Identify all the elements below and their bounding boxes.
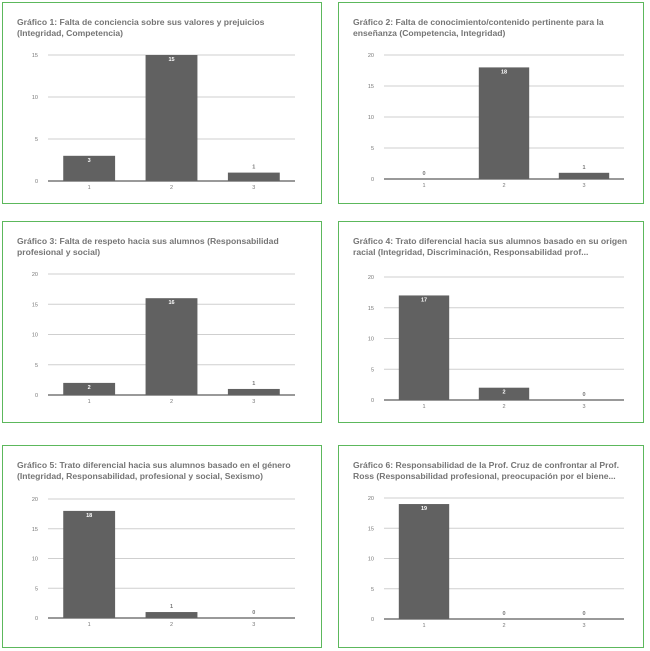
y-tick-label: 20 [368, 275, 374, 281]
y-tick-label: 5 [35, 363, 38, 369]
chart-panel-6: Gráfico 6: Responsabilidad de la Prof. C… [338, 445, 644, 648]
bar [478, 67, 530, 179]
bar [145, 55, 198, 181]
y-tick-label: 0 [35, 179, 38, 185]
x-tick-label: 3 [252, 399, 255, 405]
data-label: 17 [421, 297, 427, 303]
bar [63, 155, 116, 181]
chart-panel-4: Gráfico 4: Trato diferencial hacia sus a… [338, 221, 644, 423]
y-tick-label: 5 [35, 586, 38, 592]
y-tick-label: 20 [32, 497, 38, 503]
y-tick-label: 10 [32, 557, 38, 563]
x-tick-label: 3 [582, 404, 585, 410]
bar [63, 382, 116, 395]
chart-panel-1: Gráfico 1: Falta de conciencia sobre sus… [2, 2, 322, 204]
x-tick-label: 1 [422, 404, 425, 410]
y-tick-label: 0 [371, 617, 374, 623]
chart-panel-2: Gráfico 2: Falta de conocimiento/conteni… [338, 2, 644, 204]
data-label: 16 [168, 300, 174, 306]
data-label: 1 [252, 381, 255, 387]
x-tick-label: 2 [170, 399, 173, 405]
data-label: 0 [582, 611, 585, 617]
x-tick-label: 2 [502, 404, 505, 410]
x-tick-label: 2 [170, 622, 173, 628]
data-label: 0 [422, 171, 425, 177]
x-tick-label: 2 [170, 185, 173, 191]
data-label: 18 [86, 513, 92, 519]
chart-title: Gráfico 1: Falta de conciencia sobre sus… [17, 17, 265, 38]
bar [558, 172, 610, 179]
y-tick-label: 10 [32, 333, 38, 339]
data-label: 18 [501, 69, 507, 75]
y-tick-label: 15 [32, 527, 38, 533]
chart-title: Gráfico 6: Responsabilidad de la Prof. C… [353, 460, 619, 481]
y-tick-label: 5 [371, 146, 374, 152]
chart-title: Gráfico 4: Trato diferencial hacia sus a… [353, 236, 628, 257]
x-tick-label: 2 [502, 623, 505, 629]
y-tick-label: 10 [368, 115, 374, 121]
y-tick-label: 15 [368, 526, 374, 532]
y-tick-label: 15 [368, 84, 374, 90]
x-tick-label: 1 [88, 185, 91, 191]
data-label: 0 [582, 392, 585, 398]
chart-panel-3: Gráfico 3: Falta de respeto hacia sus al… [2, 221, 322, 423]
x-tick-label: 2 [502, 183, 505, 189]
y-tick-label: 0 [371, 177, 374, 183]
chart-title: Gráfico 2: Falta de conocimiento/conteni… [353, 17, 604, 38]
y-tick-label: 5 [371, 587, 374, 593]
data-label: 2 [88, 385, 91, 391]
x-tick-label: 1 [422, 183, 425, 189]
bar [145, 612, 198, 618]
bar [227, 388, 280, 395]
y-tick-label: 15 [368, 306, 374, 312]
y-tick-label: 10 [368, 337, 374, 343]
y-tick-label: 20 [368, 496, 374, 502]
bar [145, 298, 198, 395]
data-label: 3 [88, 158, 91, 164]
chart-title: Gráfico 5: Trato diferencial hacia sus a… [17, 460, 291, 481]
x-tick-label: 3 [252, 185, 255, 191]
data-label: 1 [582, 165, 585, 171]
data-label: 0 [252, 610, 255, 616]
y-tick-label: 0 [35, 616, 38, 622]
data-label: 2 [502, 390, 505, 396]
bar-chart: 0 5 10 15 20 0 1 18 2 1 3 [368, 53, 624, 189]
bar [478, 387, 530, 400]
bar [227, 172, 280, 181]
y-tick-label: 10 [32, 95, 38, 101]
data-label: 1 [252, 165, 255, 171]
chart-title: Gráfico 3: Falta de respeto hacia sus al… [17, 236, 279, 257]
data-label: 15 [168, 57, 174, 63]
x-tick-label: 1 [88, 399, 91, 405]
y-tick-label: 5 [35, 137, 38, 143]
x-tick-label: 1 [88, 622, 91, 628]
data-label: 1 [170, 604, 173, 610]
x-tick-label: 3 [252, 622, 255, 628]
data-label: 19 [421, 506, 427, 512]
y-tick-label: 15 [32, 53, 38, 59]
y-tick-label: 0 [371, 398, 374, 404]
y-tick-label: 5 [371, 367, 374, 373]
x-tick-label: 1 [422, 623, 425, 629]
y-tick-label: 15 [32, 302, 38, 308]
bar [398, 295, 450, 400]
bar [63, 510, 116, 618]
y-tick-label: 10 [368, 557, 374, 563]
x-tick-label: 3 [582, 183, 585, 189]
x-tick-label: 3 [582, 623, 585, 629]
bar-chart: 0 5 10 15 20 2 1 16 2 1 3 [32, 272, 295, 405]
y-tick-label: 20 [32, 272, 38, 278]
y-tick-label: 0 [35, 393, 38, 399]
bar-chart: 0 5 10 15 3 1 15 2 1 3 [32, 53, 295, 191]
data-label: 0 [502, 611, 505, 617]
chart-panel-5: Gráfico 5: Trato diferencial hacia sus a… [2, 445, 322, 648]
y-tick-label: 20 [368, 53, 374, 59]
bar [398, 504, 450, 619]
